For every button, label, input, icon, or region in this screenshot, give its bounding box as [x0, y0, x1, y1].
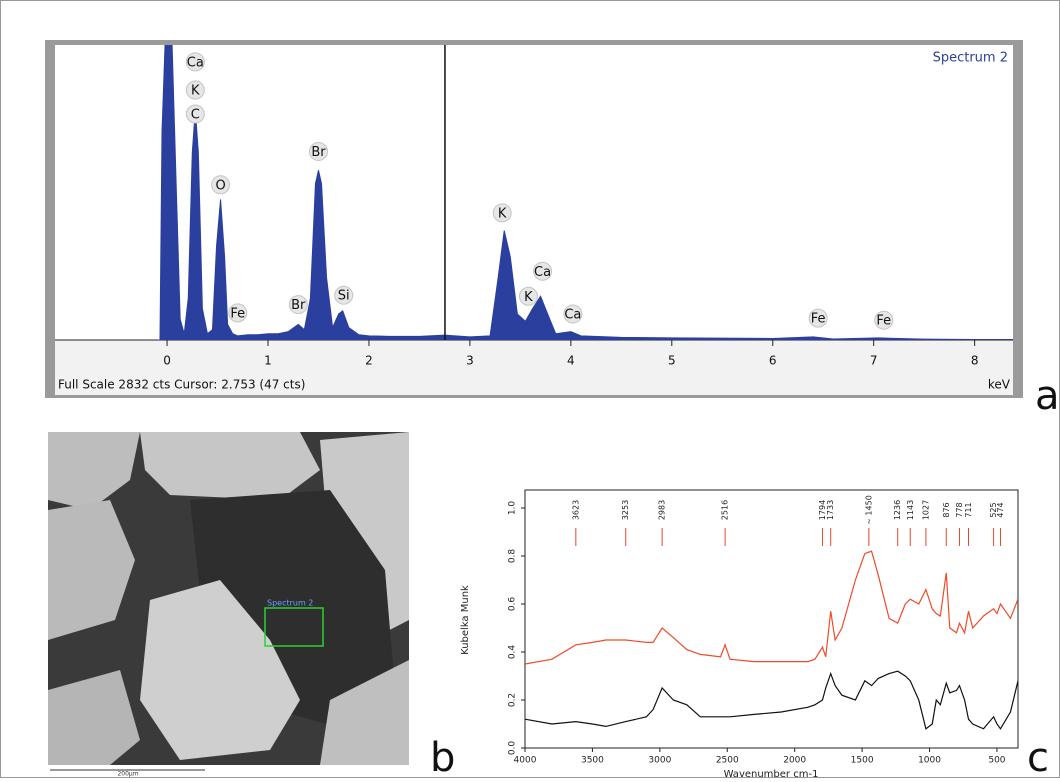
eds-axis-bar	[55, 340, 1013, 395]
spectrum-region	[264, 607, 324, 647]
x-tick-label: 4000	[514, 756, 537, 766]
peak-label: Br	[311, 145, 326, 160]
peak-label: C	[191, 107, 200, 122]
y-tick-label: 0.8	[508, 549, 518, 564]
grain	[48, 500, 135, 640]
peak-marker	[492, 203, 512, 223]
x-tick-label: 4	[567, 354, 575, 368]
peak-marker	[185, 52, 205, 72]
panel-label: c	[1027, 735, 1049, 778]
peak-label: Ca	[187, 55, 204, 70]
peak-marker	[228, 303, 248, 323]
peak-marker	[563, 304, 583, 324]
peak-label: Fe	[876, 314, 891, 329]
band-label: 1236	[893, 500, 902, 520]
peak-marker	[308, 141, 328, 161]
x-tick-label: 3	[466, 354, 474, 368]
spectrum-line	[525, 670, 1018, 730]
peak-label: Ca	[564, 307, 581, 322]
x-tick-label: 3500	[581, 756, 604, 766]
x-tick-label: 8	[971, 354, 979, 368]
x-tick-label: 2	[365, 354, 373, 368]
eds-footer: Full Scale 2832 cts Cursor: 2.753 (47 ct…	[58, 378, 305, 392]
x-tick-label: 5	[668, 354, 676, 368]
band-label: 2983	[658, 500, 667, 520]
x-tick-label: 500	[988, 756, 1005, 766]
x-tick-label: 2000	[783, 756, 806, 766]
band-label: 876	[942, 502, 951, 517]
peak-label: K	[524, 290, 533, 305]
band-label: 474	[996, 502, 1005, 517]
peak-label: Fe	[230, 306, 245, 321]
peak-marker	[211, 175, 231, 195]
x-tick-label: 1	[264, 354, 272, 368]
peak-label: Br	[291, 298, 306, 313]
band-label: 1027	[921, 500, 930, 520]
panel-label: b	[430, 735, 455, 778]
curves	[525, 550, 1018, 730]
grain	[140, 432, 320, 500]
ftir-frame	[524, 489, 1019, 749]
band-label: 525	[989, 502, 998, 517]
peak-marker	[185, 104, 205, 124]
peak-marker	[185, 80, 205, 100]
band-label: 1143	[906, 500, 915, 520]
band-label: 1794	[818, 500, 827, 520]
y-tick-label: 0.6	[508, 597, 518, 612]
y-tick-label: 0.2	[508, 693, 518, 707]
peak-marker	[334, 285, 354, 305]
peak-marker	[874, 310, 894, 330]
x-tick-label: 1500	[851, 756, 874, 766]
eds-title: Spectrum 2	[933, 51, 1008, 66]
peak-marker	[808, 308, 828, 328]
peak-marker	[533, 261, 553, 281]
grain	[48, 670, 140, 765]
band-label: ~ 1450	[864, 495, 873, 525]
y-tick-label: 1.0	[508, 501, 518, 516]
eds-x-label: keV	[988, 378, 1011, 392]
band-label: 778	[955, 502, 964, 517]
band-label: 1733	[826, 500, 835, 520]
scale-bar-label: 200µm	[117, 771, 138, 778]
peak-label: K	[498, 206, 507, 221]
band-label: 3253	[621, 500, 630, 520]
peak-marker	[288, 295, 308, 315]
x-tick-label: 6	[769, 354, 777, 368]
x-tick-label: 1000	[918, 756, 941, 766]
grain	[320, 660, 409, 765]
y-tick-label: 0.4	[508, 645, 518, 660]
x-tick-label: 7	[870, 354, 878, 368]
panel-label: a	[1035, 373, 1060, 419]
y-tick-label: 0.0	[508, 741, 518, 756]
band-label: 711	[964, 502, 973, 517]
band-label: 3623	[571, 500, 580, 520]
ftir-x-label: Wavenumber cm-1	[724, 769, 819, 778]
peak-label: O	[215, 178, 225, 193]
peak-marker	[518, 286, 538, 306]
peak-label: K	[191, 84, 200, 99]
sem-region-label: Spectrum 2	[267, 599, 313, 608]
x-tick-label: 2500	[716, 756, 739, 766]
peak-label: Si	[338, 289, 350, 304]
ftir-y-label: Kubelka Munk	[460, 585, 471, 655]
band-label: 2516	[721, 500, 730, 520]
grain	[48, 432, 140, 510]
peak-label: Fe	[811, 312, 826, 327]
peak-label: Ca	[534, 265, 551, 280]
x-tick-label: 0	[163, 354, 171, 368]
spectrum-line	[525, 550, 1018, 665]
x-tick-label: 3000	[648, 756, 671, 766]
grain	[140, 580, 300, 760]
sem-image: Spectrum 2 200µm	[48, 432, 409, 778]
